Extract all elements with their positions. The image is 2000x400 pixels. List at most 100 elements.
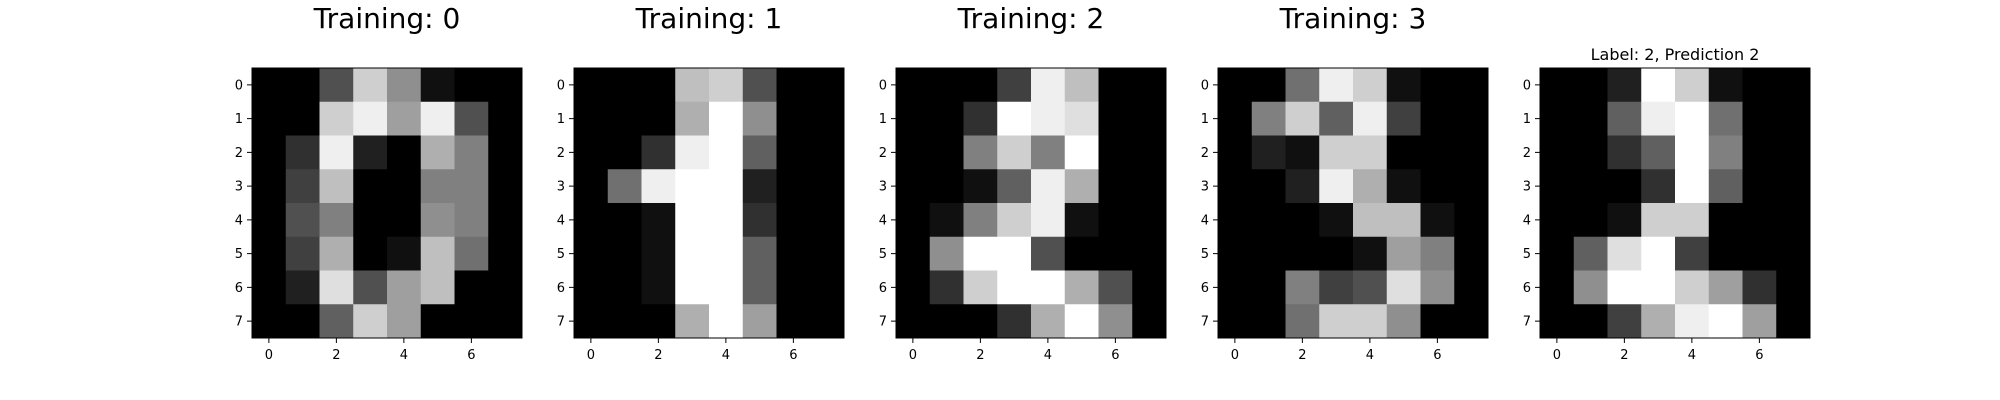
y-tick-label: 4 bbox=[1201, 213, 1209, 228]
pixel-cell bbox=[742, 101, 777, 136]
pixel-cell bbox=[420, 270, 455, 305]
pixel-cell bbox=[387, 135, 422, 170]
pixel-cell bbox=[675, 270, 710, 305]
pixel-cell bbox=[1607, 68, 1642, 103]
pixel-cell bbox=[1353, 135, 1388, 170]
pixel-cell bbox=[896, 236, 931, 271]
pixel-cell bbox=[997, 236, 1032, 271]
pixel-cell bbox=[1218, 236, 1253, 271]
pixel-cell bbox=[252, 270, 287, 305]
pixel-cell bbox=[607, 135, 642, 170]
pixel-cell bbox=[929, 304, 964, 339]
pixel-cell bbox=[742, 203, 777, 238]
pixel-cell bbox=[1420, 169, 1455, 204]
pixel-cell bbox=[488, 135, 523, 170]
pixel-cell bbox=[285, 304, 320, 339]
pixel-cell bbox=[810, 236, 845, 271]
pixel-cell bbox=[1251, 203, 1286, 238]
pixel-cell bbox=[1540, 304, 1575, 339]
pixel-cell bbox=[252, 135, 287, 170]
pixel-cell bbox=[285, 68, 320, 103]
y-tick-label: 0 bbox=[235, 78, 243, 93]
pixel-cell bbox=[1776, 270, 1811, 305]
pixel-cell bbox=[1420, 270, 1455, 305]
pixel-cell bbox=[709, 304, 744, 339]
pixel-cell bbox=[742, 68, 777, 103]
pixel-cell bbox=[1540, 236, 1575, 271]
pixel-cell bbox=[1454, 203, 1489, 238]
pixel-cell bbox=[641, 101, 676, 136]
y-tick-label: 6 bbox=[235, 281, 243, 296]
pixel-cell bbox=[319, 304, 354, 339]
pixel-cell bbox=[252, 203, 287, 238]
pixel-cell bbox=[963, 236, 998, 271]
y-tick-label: 6 bbox=[1201, 281, 1209, 296]
pixel-cell bbox=[454, 135, 489, 170]
pixel-cell bbox=[353, 101, 388, 136]
y-tick-label: 5 bbox=[879, 247, 887, 262]
pixel-cell bbox=[810, 169, 845, 204]
pixel-cell bbox=[1251, 135, 1286, 170]
pixel-cell bbox=[810, 304, 845, 339]
pixel-cell bbox=[1132, 135, 1167, 170]
pixel-cell bbox=[1031, 270, 1066, 305]
x-tick-label: 4 bbox=[1366, 348, 1374, 363]
y-tick-label: 6 bbox=[879, 281, 887, 296]
pixel-cell bbox=[1319, 236, 1354, 271]
pixel-cell bbox=[776, 101, 811, 136]
y-tick-label: 0 bbox=[879, 78, 887, 93]
pixel-cell bbox=[1540, 101, 1575, 136]
pixel-cell bbox=[1132, 236, 1167, 271]
pixel-cell bbox=[1064, 203, 1099, 238]
pixel-cell bbox=[1573, 169, 1608, 204]
pixel-cell bbox=[319, 270, 354, 305]
pixel-cell bbox=[574, 101, 609, 136]
x-tick-label: 2 bbox=[976, 348, 984, 363]
pixel-cell bbox=[1285, 68, 1320, 103]
x-tick-label: 0 bbox=[1231, 348, 1239, 363]
pixel-cell bbox=[1319, 68, 1354, 103]
pixel-cell bbox=[252, 236, 287, 271]
pixel-cell bbox=[574, 236, 609, 271]
y-tick-label: 4 bbox=[557, 213, 565, 228]
pixel-cell bbox=[1251, 304, 1286, 339]
x-tick-label: 0 bbox=[587, 348, 595, 363]
pixel-cell bbox=[488, 169, 523, 204]
pixel-cell bbox=[252, 304, 287, 339]
pixel-cell bbox=[1708, 203, 1743, 238]
pixel-cell bbox=[1098, 135, 1133, 170]
pixel-cell bbox=[1386, 169, 1421, 204]
pixel-cell bbox=[1420, 135, 1455, 170]
pixel-cell bbox=[1742, 304, 1777, 339]
pixel-cell bbox=[776, 169, 811, 204]
pixel-cell bbox=[1675, 236, 1710, 271]
y-tick-label: 2 bbox=[557, 146, 565, 161]
x-tick-label: 4 bbox=[722, 348, 730, 363]
pixel-cell bbox=[1776, 169, 1811, 204]
pixel-cell bbox=[252, 169, 287, 204]
pixel-cell bbox=[1251, 68, 1286, 103]
digit-panel-3: Training: 3 0 2 4 6 0 1 2 3 4 5 6 7 bbox=[1201, 2, 1489, 363]
pixel-cell bbox=[776, 236, 811, 271]
pixel-cell bbox=[1607, 101, 1642, 136]
pixel-cell bbox=[1285, 169, 1320, 204]
pixel-cell bbox=[353, 68, 388, 103]
pixel-cell bbox=[574, 270, 609, 305]
pixel-cell bbox=[1420, 236, 1455, 271]
pixel-cell bbox=[641, 68, 676, 103]
pixel-cell bbox=[252, 101, 287, 136]
pixel-cell bbox=[896, 270, 931, 305]
pixel-cell bbox=[963, 203, 998, 238]
pixel-cell bbox=[1742, 101, 1777, 136]
pixel-cell bbox=[1540, 270, 1575, 305]
pixel-cell bbox=[675, 203, 710, 238]
pixel-cell bbox=[742, 236, 777, 271]
x-tick-label: 0 bbox=[909, 348, 917, 363]
pixel-cell bbox=[896, 135, 931, 170]
pixel-cell bbox=[387, 236, 422, 271]
pixel-cell bbox=[353, 203, 388, 238]
pixel-cell bbox=[1675, 135, 1710, 170]
pixel-cell bbox=[1132, 68, 1167, 103]
pixel-cell bbox=[574, 68, 609, 103]
pixel-cell bbox=[1386, 101, 1421, 136]
